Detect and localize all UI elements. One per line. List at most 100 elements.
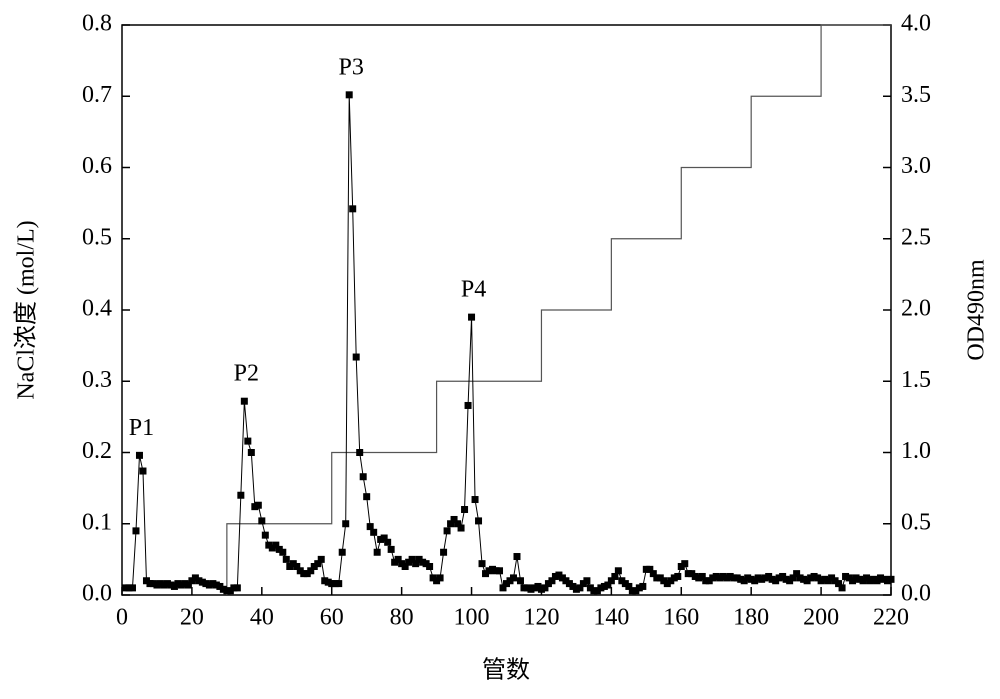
data-point bbox=[237, 491, 245, 499]
y-tick-label: 0.0 bbox=[82, 581, 112, 607]
data-point bbox=[447, 520, 455, 528]
data-point bbox=[247, 449, 255, 456]
data-point bbox=[412, 560, 420, 568]
y2-tick-label: 2.0 bbox=[901, 296, 931, 322]
data-point bbox=[261, 531, 269, 539]
data-point bbox=[576, 584, 584, 592]
data-point bbox=[132, 527, 140, 535]
y2-tick-label: 4.0 bbox=[901, 11, 931, 37]
x-tick-label: 20 bbox=[180, 605, 204, 631]
y-tick-label: 0.8 bbox=[82, 11, 112, 37]
y2-axis-label: OD490nm bbox=[964, 259, 990, 361]
y-tick-label: 0.4 bbox=[82, 296, 112, 322]
data-point bbox=[128, 584, 136, 592]
data-point bbox=[541, 584, 549, 592]
y2-tick-label: 3.0 bbox=[901, 153, 931, 179]
data-point bbox=[293, 563, 301, 570]
data-point bbox=[440, 548, 448, 556]
data-point bbox=[345, 91, 353, 99]
data-point bbox=[604, 581, 612, 589]
data-point bbox=[272, 541, 280, 549]
data-point bbox=[450, 515, 458, 523]
data-point bbox=[789, 574, 797, 582]
data-point bbox=[674, 572, 682, 580]
data-point bbox=[282, 555, 290, 563]
data-point bbox=[681, 560, 689, 568]
data-point bbox=[366, 523, 374, 531]
data-point bbox=[240, 397, 248, 405]
data-point bbox=[426, 563, 434, 570]
peak-label: P2 bbox=[234, 361, 259, 387]
data-point bbox=[471, 496, 479, 504]
data-point bbox=[583, 577, 591, 585]
data-point bbox=[496, 567, 504, 575]
data-point bbox=[793, 570, 801, 578]
y2-tick-label: 1.5 bbox=[901, 367, 931, 393]
data-point bbox=[370, 528, 378, 536]
data-point bbox=[513, 553, 521, 561]
y-tick-label: 0.6 bbox=[82, 153, 112, 179]
data-point bbox=[516, 577, 524, 585]
plot-frame bbox=[121, 24, 892, 596]
data-point bbox=[394, 555, 402, 563]
x-tick-label: 200 bbox=[803, 605, 839, 631]
data-point bbox=[317, 555, 325, 563]
y2-tick-label: 2.5 bbox=[901, 224, 931, 250]
peak-label: P1 bbox=[129, 415, 154, 441]
x-axis-label: 管数 bbox=[482, 657, 530, 684]
y2-tick-label: 3.5 bbox=[901, 82, 931, 108]
data-point bbox=[436, 574, 444, 582]
series-line bbox=[226, 24, 891, 595]
x-tick-label: 40 bbox=[250, 605, 274, 631]
data-point bbox=[887, 575, 895, 583]
data-point bbox=[646, 565, 654, 573]
data-point bbox=[352, 353, 360, 361]
x-tick-label: 220 bbox=[873, 605, 909, 631]
y-tick-label: 0.2 bbox=[82, 438, 112, 464]
y-axis-label: NaCl浓度 (mol/L) bbox=[13, 220, 40, 399]
x-tick-label: 100 bbox=[454, 605, 490, 631]
data-point bbox=[349, 205, 357, 213]
data-point bbox=[614, 567, 622, 575]
x-tick-label: 180 bbox=[733, 605, 769, 631]
data-point bbox=[258, 517, 266, 525]
data-point bbox=[499, 584, 507, 592]
y-tick-label: 0.5 bbox=[82, 224, 112, 250]
data-point bbox=[607, 577, 615, 585]
data-point bbox=[698, 572, 706, 580]
data-point bbox=[509, 574, 517, 582]
data-point bbox=[838, 584, 846, 592]
x-tick-label: 60 bbox=[320, 605, 344, 631]
data-point bbox=[384, 538, 392, 546]
data-point bbox=[314, 560, 322, 568]
x-tick-label: 140 bbox=[593, 605, 629, 631]
data-point bbox=[359, 473, 367, 481]
y-tick-label: 0.3 bbox=[82, 367, 112, 393]
data-point bbox=[135, 451, 143, 459]
peak-label: P4 bbox=[461, 277, 486, 303]
data-point bbox=[649, 570, 657, 578]
data-point bbox=[478, 560, 486, 568]
data-point bbox=[139, 467, 147, 475]
data-point bbox=[468, 313, 476, 321]
data-point bbox=[461, 506, 469, 513]
data-point bbox=[254, 501, 262, 509]
data-point bbox=[307, 567, 315, 575]
data-point bbox=[464, 401, 472, 409]
data-point bbox=[380, 534, 388, 542]
x-tick-label: 0 bbox=[116, 605, 128, 631]
data-point bbox=[356, 449, 364, 456]
data-point bbox=[457, 524, 465, 532]
data-point bbox=[233, 584, 241, 592]
y-tick-label: 0.7 bbox=[82, 82, 112, 108]
data-point bbox=[342, 520, 350, 528]
data-point bbox=[835, 580, 843, 588]
x-tick-label: 120 bbox=[523, 605, 559, 631]
data-point bbox=[373, 548, 381, 556]
data-point bbox=[244, 437, 252, 445]
y2-tick-label: 0.5 bbox=[901, 509, 931, 535]
data-point bbox=[548, 577, 556, 585]
data-point bbox=[443, 527, 451, 535]
data-point bbox=[184, 581, 192, 589]
